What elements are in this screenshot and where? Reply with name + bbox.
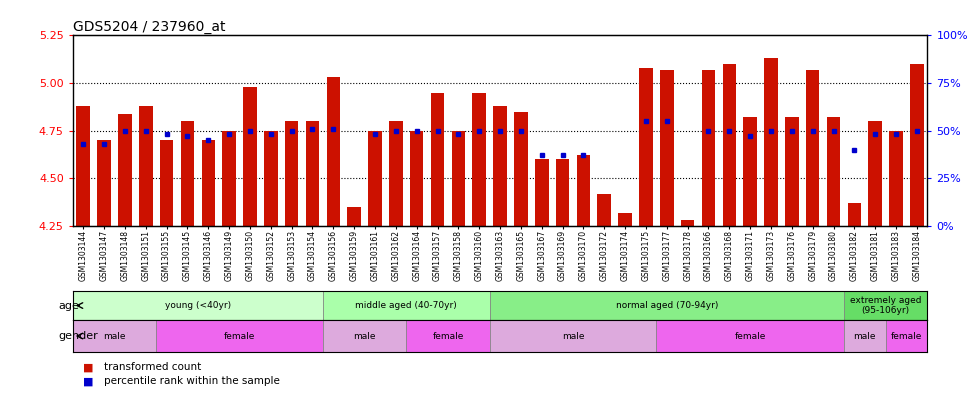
Bar xyxy=(535,159,549,226)
Text: male: male xyxy=(353,332,376,340)
Text: female: female xyxy=(734,332,766,340)
Bar xyxy=(489,291,844,320)
Bar xyxy=(410,130,423,226)
Bar xyxy=(555,159,569,226)
Bar xyxy=(886,320,927,352)
Text: ■: ■ xyxy=(83,376,93,386)
Bar xyxy=(639,68,653,226)
Text: female: female xyxy=(224,332,255,340)
Bar xyxy=(806,70,820,226)
Bar xyxy=(431,93,445,226)
Text: male: male xyxy=(103,332,126,340)
Bar xyxy=(243,87,256,226)
Text: male: male xyxy=(562,332,585,340)
Text: middle aged (40-70yr): middle aged (40-70yr) xyxy=(355,301,457,310)
Bar xyxy=(656,320,844,352)
Bar xyxy=(489,320,656,352)
Bar xyxy=(868,121,882,226)
Bar xyxy=(285,121,298,226)
Bar xyxy=(118,114,132,226)
Bar xyxy=(406,320,489,352)
Bar xyxy=(264,130,278,226)
Text: female: female xyxy=(890,332,922,340)
Bar xyxy=(493,106,507,226)
Bar xyxy=(702,70,716,226)
Bar xyxy=(156,320,323,352)
Bar xyxy=(73,320,156,352)
Bar xyxy=(744,118,757,226)
Bar xyxy=(160,140,174,226)
Text: percentile rank within the sample: percentile rank within the sample xyxy=(104,376,280,386)
Bar xyxy=(97,140,111,226)
Bar xyxy=(826,118,840,226)
Bar xyxy=(889,130,903,226)
Bar xyxy=(222,130,236,226)
Bar xyxy=(326,77,340,226)
Text: transformed count: transformed count xyxy=(104,362,201,373)
Bar xyxy=(323,291,489,320)
Bar xyxy=(722,64,736,226)
Bar xyxy=(389,121,403,226)
Bar xyxy=(844,291,927,320)
Bar xyxy=(844,320,886,352)
Text: normal aged (70-94yr): normal aged (70-94yr) xyxy=(616,301,718,310)
Bar xyxy=(577,156,590,226)
Bar xyxy=(597,194,611,226)
Bar xyxy=(681,220,694,226)
Bar xyxy=(786,118,798,226)
Bar xyxy=(348,207,361,226)
Bar xyxy=(619,213,632,226)
Text: age: age xyxy=(58,301,79,310)
Bar xyxy=(764,58,778,226)
Bar xyxy=(660,70,674,226)
Bar xyxy=(306,121,319,226)
Bar xyxy=(139,106,152,226)
Bar xyxy=(848,203,861,226)
Text: gender: gender xyxy=(58,331,98,341)
Bar xyxy=(368,130,382,226)
Bar xyxy=(181,121,194,226)
Text: young (<40yr): young (<40yr) xyxy=(165,301,231,310)
Text: female: female xyxy=(432,332,463,340)
Bar xyxy=(473,93,486,226)
Text: extremely aged
(95-106yr): extremely aged (95-106yr) xyxy=(850,296,921,315)
Bar xyxy=(73,291,323,320)
Bar xyxy=(323,320,406,352)
Bar xyxy=(77,106,90,226)
Text: ■: ■ xyxy=(83,362,93,373)
Bar xyxy=(910,64,923,226)
Text: GDS5204 / 237960_at: GDS5204 / 237960_at xyxy=(73,20,225,34)
Bar xyxy=(202,140,215,226)
Text: male: male xyxy=(854,332,876,340)
Bar xyxy=(452,130,465,226)
Bar xyxy=(514,112,527,226)
